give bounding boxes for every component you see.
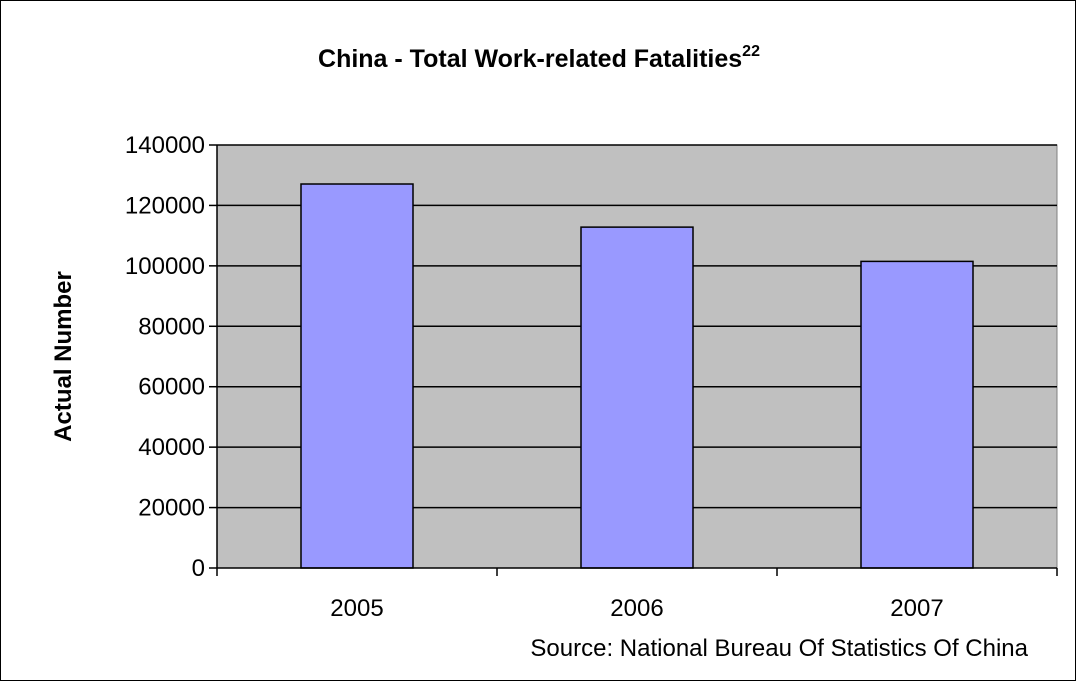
- chart-title: China - Total Work-related Fatalities22: [318, 43, 760, 73]
- y-tick-label-100000: 100000: [125, 253, 205, 280]
- bars: [300, 183, 974, 569]
- chart-title-superscript: 22: [742, 43, 760, 60]
- bar-2005: [300, 183, 414, 569]
- y-axis-title: Actual Number: [50, 271, 77, 442]
- y-tick-label-20000: 20000: [138, 495, 205, 522]
- y-tick-label-140000: 140000: [125, 132, 205, 159]
- x-tick-label-2007: 2007: [890, 595, 943, 622]
- x-tick-label-2006: 2006: [610, 595, 663, 622]
- y-tick-label-80000: 80000: [138, 313, 205, 340]
- y-tick-label-0: 0: [192, 555, 205, 582]
- x-axis: 2005 2006 2007: [216, 567, 1058, 622]
- y-tick-label-120000: 120000: [125, 192, 205, 219]
- bar-2007: [860, 260, 974, 569]
- y-axis: 0 20000 40000 60000 80000 100000 120000 140000: [125, 132, 218, 582]
- y-tick-label-60000: 60000: [138, 374, 205, 401]
- chart-title-text: China - Total Work-related Fatalities: [318, 45, 742, 73]
- y-tick-label-40000: 40000: [138, 434, 205, 461]
- x-tick-label-2005: 2005: [330, 595, 383, 622]
- bar-2006: [580, 226, 694, 569]
- source-note: Source: National Bureau Of Statistics Of…: [530, 635, 1028, 662]
